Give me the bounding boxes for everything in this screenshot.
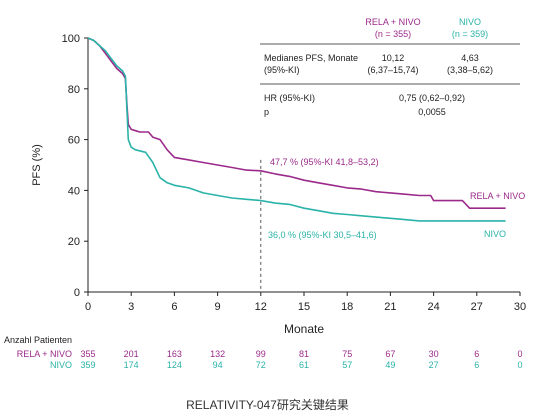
at-risk-row-label: RELA + NIVO: [17, 349, 72, 359]
at-risk-value: 359: [80, 360, 95, 370]
y-tick-label: 80: [68, 84, 80, 96]
at-risk-value: 6: [474, 360, 479, 370]
table-col2-head: NIVO: [459, 17, 481, 27]
at-risk-value: 6: [474, 349, 479, 359]
at-risk-value: 124: [167, 360, 182, 370]
figure-caption: RELATIVITY-047研究关键结果: [186, 398, 349, 412]
x-tick-label: 3: [128, 301, 134, 313]
at-risk-value: 81: [299, 349, 309, 359]
x-tick-label: 15: [298, 301, 310, 313]
annotation-nivo-12m: 36,0 % (95%-KI 30,5–41,6): [268, 230, 377, 240]
at-risk-value: 49: [385, 360, 395, 370]
x-tick-label: 24: [427, 301, 439, 313]
at-risk-value: 0: [517, 360, 522, 370]
table-row1-c1-ci: (6,37–15,74): [367, 65, 418, 75]
at-risk-value: 99: [256, 349, 266, 359]
table-row1-c2: 4,63: [461, 53, 479, 63]
at-risk-value: 57: [342, 360, 352, 370]
x-ticks: 0 3 6 9 12 15 18 21 24 27 30: [85, 292, 526, 313]
table-col1-head: RELA + NIVO: [365, 17, 420, 27]
y-tick-label: 100: [62, 33, 80, 45]
summary-table: RELA + NIVO (n = 355) NIVO (n = 359) Med…: [260, 17, 520, 117]
at-risk-value: 30: [429, 349, 439, 359]
x-tick-label: 30: [514, 301, 526, 313]
at-risk-table: RELA + NIVO 355 201 163 132 99 81 75 67 30 6 0 NIVO 3…: [17, 349, 523, 370]
y-axis-label: PFS (%): [31, 144, 43, 186]
x-tick-label: 12: [255, 301, 267, 313]
annotation-rela-nivo-12m: 47,7 % (95%-KI 41,8–53,2): [270, 157, 379, 167]
series-line-rela-nivo: [87, 37, 506, 209]
table-row3-label: p: [264, 107, 269, 117]
table-col2-n: (n = 359): [452, 29, 488, 39]
at-risk-value: 94: [213, 360, 223, 370]
at-risk-value: 174: [124, 360, 139, 370]
x-tick-label: 6: [171, 301, 177, 313]
y-tick-label: 0: [74, 287, 80, 299]
x-tick-label: 18: [341, 301, 353, 313]
at-risk-value: 72: [256, 360, 266, 370]
y-tick-label: 20: [68, 236, 80, 248]
x-tick-label: 0: [85, 301, 91, 313]
table-row2-label: HR (95%-KI): [264, 93, 315, 103]
at-risk-row-label: NIVO: [50, 360, 72, 370]
table-row1-sub: (95%-KI): [264, 65, 300, 75]
x-axis-label: Monate: [284, 322, 324, 336]
at-risk-value: 355: [80, 349, 95, 359]
y-tick-label: 60: [68, 135, 80, 147]
at-risk-value: 75: [342, 349, 352, 359]
series-line-nivo: [87, 37, 506, 222]
table-col1-n: (n = 355): [375, 29, 411, 39]
series-label-rela-nivo: RELA + NIVO: [470, 191, 525, 201]
x-tick-label: 21: [384, 301, 396, 313]
at-risk-value: 61: [299, 360, 309, 370]
table-row1-label: Medianes PFS, Monate: [264, 53, 358, 63]
y-tick-label: 40: [68, 185, 80, 197]
y-ticks: 0 20 40 60 80 100: [62, 33, 88, 299]
table-row2-value: 0,75 (0,62–0,92): [399, 93, 465, 103]
at-risk-value: 27: [429, 360, 439, 370]
series-label-nivo: NIVO: [484, 229, 506, 239]
x-tick-label: 9: [215, 301, 221, 313]
survival-curves: [87, 37, 506, 222]
x-tick-label: 27: [471, 301, 483, 313]
at-risk-value: 132: [210, 349, 225, 359]
table-row1-c1: 10,12: [382, 53, 405, 63]
at-risk-value: 163: [167, 349, 182, 359]
at-risk-value: 67: [385, 349, 395, 359]
at-risk-value: 201: [124, 349, 139, 359]
table-row1-c2-ci: (3,38–5,62): [447, 65, 493, 75]
at-risk-title: Anzahl Patienten: [4, 335, 72, 345]
table-row3-value: 0,0055: [418, 107, 446, 117]
at-risk-value: 0: [517, 349, 522, 359]
